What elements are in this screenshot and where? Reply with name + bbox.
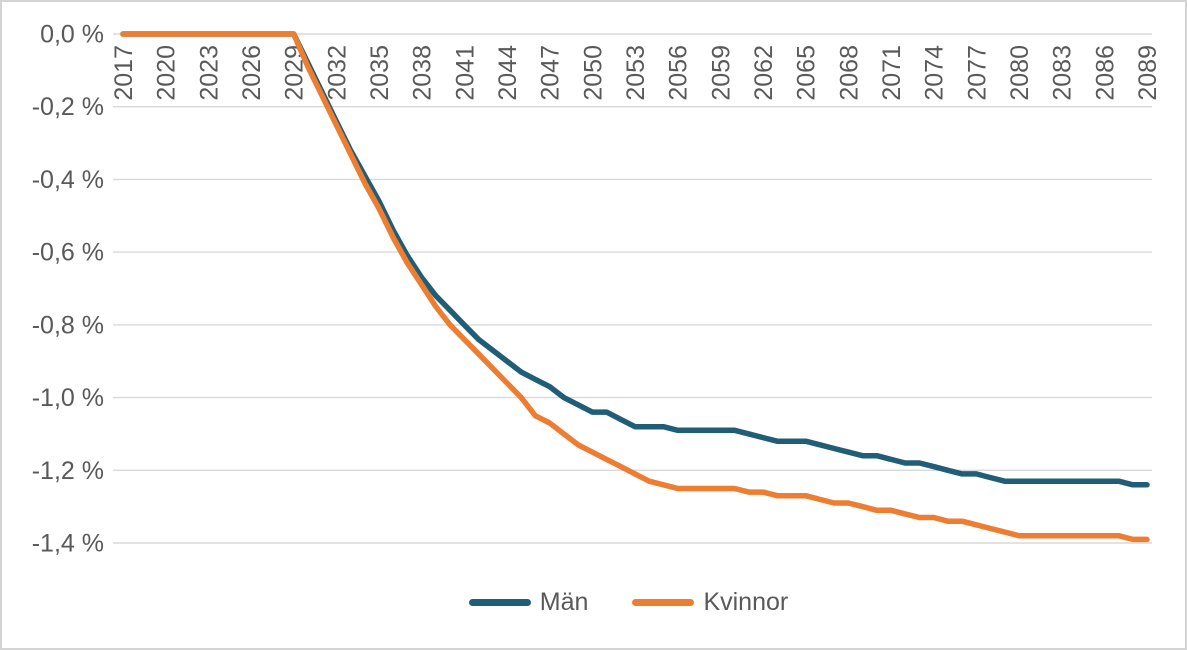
legend-item-man: Män <box>468 587 589 616</box>
svg-text:2083: 2083 <box>1049 45 1077 101</box>
svg-text:2032: 2032 <box>323 45 351 101</box>
svg-text:2071: 2071 <box>878 45 906 101</box>
svg-text:-1,0 %: -1,0 % <box>32 384 104 412</box>
svg-text:2017: 2017 <box>110 45 138 101</box>
svg-text:2080: 2080 <box>1006 45 1034 101</box>
svg-text:-0,2 %: -0,2 % <box>32 93 104 121</box>
chart-legend: Män Kvinnor <box>0 585 1187 619</box>
svg-text:2026: 2026 <box>238 45 266 101</box>
svg-text:2053: 2053 <box>622 45 650 101</box>
svg-text:2056: 2056 <box>665 45 693 101</box>
series-line-kvinnor <box>120 31 1150 543</box>
man-series-swatch <box>468 598 531 606</box>
gridlines <box>113 33 1152 544</box>
svg-text:2062: 2062 <box>750 45 778 101</box>
svg-text:2068: 2068 <box>835 45 863 101</box>
legend-item-kvinnor: Kvinnor <box>632 587 789 616</box>
svg-text:2059: 2059 <box>707 45 735 101</box>
svg-text:0,0 %: 0,0 % <box>40 21 104 49</box>
svg-text:2035: 2035 <box>366 45 394 101</box>
series-line-man <box>120 31 1150 488</box>
svg-text:-0,8 %: -0,8 % <box>32 311 104 339</box>
svg-text:2020: 2020 <box>153 45 181 101</box>
y-axis-labels: 0,0 % -0,2 % -0,4 % -0,6 % -0,8 % -1,0 % -1,2 … <box>32 21 104 558</box>
svg-text:2047: 2047 <box>537 45 565 101</box>
svg-text:-1,2 %: -1,2 % <box>32 457 104 485</box>
svg-text:2089: 2089 <box>1134 45 1162 101</box>
x-axis-labels: 2017 2020 2023 2026 2029 2032 2035 2038 2041 2044… <box>110 45 1162 101</box>
kvinnor-series-label: Kvinnor <box>703 587 789 616</box>
svg-text:2023: 2023 <box>195 45 223 101</box>
svg-text:2086: 2086 <box>1091 45 1119 101</box>
kvinnor-series-swatch <box>632 598 695 606</box>
svg-text:2038: 2038 <box>409 45 437 101</box>
svg-text:2074: 2074 <box>921 45 949 101</box>
svg-text:-0,4 %: -0,4 % <box>32 166 104 194</box>
svg-text:2044: 2044 <box>494 45 522 101</box>
svg-text:-1,4 %: -1,4 % <box>32 530 104 558</box>
svg-text:2077: 2077 <box>963 45 991 101</box>
man-series-label: Män <box>539 587 589 616</box>
svg-text:2065: 2065 <box>793 45 821 101</box>
svg-text:-0,6 %: -0,6 % <box>32 239 104 267</box>
svg-text:2050: 2050 <box>579 45 607 101</box>
svg-text:2041: 2041 <box>451 45 479 101</box>
